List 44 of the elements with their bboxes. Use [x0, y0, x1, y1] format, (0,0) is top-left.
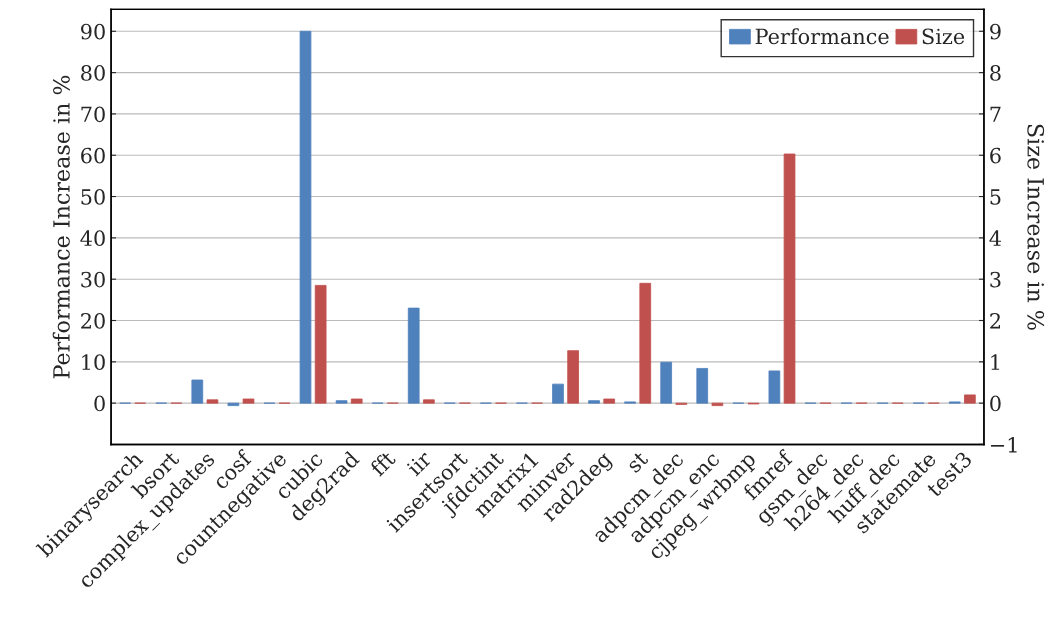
bar [660, 361, 673, 404]
bar [783, 153, 796, 404]
legend-label: Performance [755, 28, 889, 45]
bar [242, 398, 255, 404]
y2-tick-label: 3 [990, 271, 1001, 288]
y2-tick-label: 9 [990, 23, 1001, 40]
y2-tick-label: 1 [991, 354, 1000, 370]
y-tick-label: 60 [81, 147, 105, 164]
bar [191, 379, 204, 404]
y-tick-label: 30 [81, 271, 105, 288]
bar [299, 30, 312, 404]
y-tick-label: 10 [82, 354, 105, 371]
bar [588, 400, 600, 404]
y2-axis-title: Size Increase in % [1027, 124, 1045, 330]
bar [603, 398, 616, 404]
bar [227, 402, 240, 407]
y2-tick-label: 5 [990, 189, 1001, 205]
y2-tick-label: 8 [990, 65, 1001, 81]
y2-tick-label: 6 [990, 147, 1001, 164]
bar [964, 394, 976, 404]
bar [423, 399, 435, 404]
y-axis-title: Performance Increase in % [52, 75, 70, 379]
y2-tick-label: 7 [990, 106, 1001, 122]
bar [314, 284, 327, 404]
bar [407, 307, 420, 404]
y2-tick-label: 2 [990, 312, 1001, 329]
bar [711, 402, 724, 407]
legend-label: Size [922, 28, 965, 45]
bar [696, 368, 709, 404]
y2-tick-label: 0 [990, 395, 1001, 412]
y-tick-label: 70 [81, 106, 105, 123]
y-tick-label: 20 [81, 312, 105, 329]
y-tick-label: 80 [81, 65, 105, 81]
y2-tick-label: −1 [991, 436, 1017, 453]
bar [567, 350, 579, 404]
bar [639, 282, 652, 404]
y-tick-label: 50 [81, 189, 105, 205]
y-tick-label: 90 [81, 23, 105, 40]
y-tick-label: 0 [94, 395, 105, 412]
y2-tick-label: 4 [989, 230, 1002, 246]
bar [206, 399, 219, 404]
bar [768, 370, 781, 404]
y-tick-label: 40 [80, 230, 105, 247]
bar [552, 383, 564, 404]
